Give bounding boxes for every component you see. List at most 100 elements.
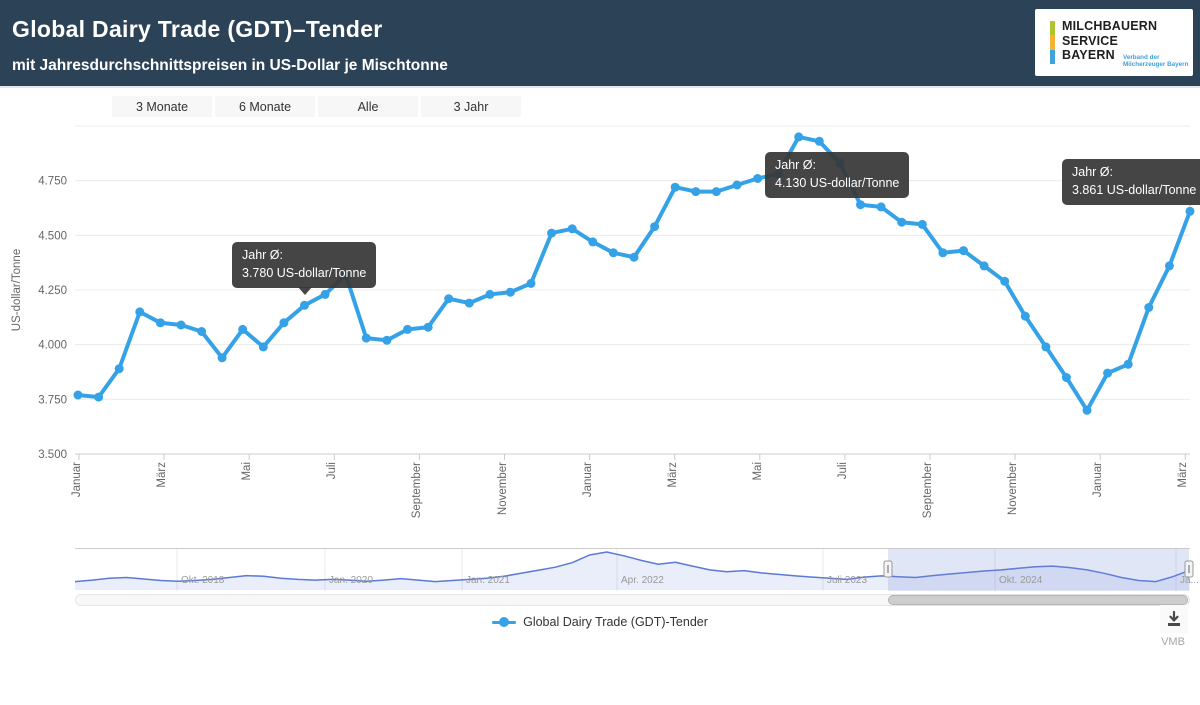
data-point-marker: [1185, 206, 1195, 216]
data-point-marker: [73, 390, 83, 400]
logo-color-bar-icon: [1050, 21, 1055, 64]
data-point-marker: [114, 364, 124, 374]
data-point-marker: [1144, 303, 1154, 312]
navigator-scrollbar-thumb[interactable]: [888, 595, 1188, 605]
year-average-tooltip-2024: Jahr Ø: 4.130 US-dollar/Tonne: [765, 152, 910, 198]
legend-series-label: Global Dairy Trade (GDT)-Tender: [523, 615, 708, 629]
page-header: Global Dairy Trade (GDT)–Tender mit Jahr…: [0, 0, 1200, 88]
year-average-tooltip-2025: Jahr Ø: 3.861 US-dollar/Tonne: [1062, 159, 1200, 205]
x-axis-label: März: [1177, 462, 1190, 488]
y-axis-label: 3.500: [38, 449, 67, 461]
x-axis-label: Januar: [581, 462, 594, 498]
logo-line-1: MILCHBAUERN: [1062, 19, 1158, 33]
navigator-selected-range[interactable]: [888, 548, 1189, 591]
logo-line-2: SERVICE: [1062, 33, 1119, 48]
y-axis-label: 4.500: [38, 230, 67, 242]
navigator-scrollbar-track[interactable]: [75, 594, 1190, 606]
legend[interactable]: Global Dairy Trade (GDT)-Tender: [0, 615, 1200, 629]
navigator-axis-label: Okt. 2018: [181, 575, 225, 586]
data-point-marker: [629, 252, 639, 262]
range-button-6-monate[interactable]: 6 Monate: [215, 96, 315, 117]
data-point-marker: [876, 202, 886, 212]
milchbauern-service-bayern-logo: MILCHBAUERN SERVICE BAYERN Verband der M…: [1035, 9, 1193, 76]
navigator-mini-chart[interactable]: [0, 548, 1200, 592]
x-axis-label: September: [922, 462, 934, 519]
data-point-marker: [279, 318, 289, 328]
data-point-marker: [1123, 359, 1133, 369]
data-point-marker: [753, 174, 763, 183]
navigator-axis-label: Apr. 2022: [621, 575, 664, 586]
range-button-3-jahr[interactable]: 3 Jahr: [421, 96, 521, 117]
data-point-marker: [135, 307, 145, 317]
gridlines: [75, 125, 1190, 455]
y-axis-label: 4.000: [38, 340, 67, 352]
x-axis-label: Mai: [241, 462, 254, 481]
x-axis-label: März: [156, 462, 169, 488]
data-point-marker: [505, 287, 515, 297]
data-point-marker: [238, 324, 248, 334]
price-line-chart[interactable]: 3.500 3.750 4.000 4.250 4.500 4.750: [0, 88, 1200, 705]
data-point-marker: [1020, 311, 1030, 321]
x-axis-label: September: [411, 462, 424, 519]
data-point-marker: [588, 237, 598, 247]
page-subtitle: mit Jahresdurchschnittspreisen in US-Dol…: [12, 57, 448, 74]
download-button[interactable]: [1160, 605, 1188, 633]
data-point-marker: [94, 392, 104, 402]
data-point-marker: [814, 136, 824, 146]
vmb-label: VMB: [1161, 636, 1185, 648]
data-point-marker: [485, 289, 495, 299]
navigator-right-handle[interactable]: [1184, 560, 1194, 578]
y-axis-label: 3.750: [38, 394, 67, 406]
data-point-marker: [650, 222, 660, 232]
data-point-marker: [547, 228, 557, 238]
data-point-marker: [856, 200, 865, 210]
navigator-axis-label: Juli 2023: [827, 575, 868, 586]
data-point-marker: [732, 180, 742, 190]
data-point-marker: [1000, 276, 1010, 286]
data-point-marker: [423, 322, 433, 332]
data-point-marker: [567, 224, 577, 234]
x-axis-label: November: [1007, 462, 1020, 516]
logo-tagline: Verband der Milcherzeuger Bayern: [1123, 54, 1189, 68]
x-axis-label: Januar: [71, 462, 83, 498]
data-point-marker: [979, 261, 989, 271]
y-axis-label: 4.750: [38, 176, 67, 188]
data-point-marker: [320, 289, 330, 299]
x-axis-label: Juli: [836, 462, 849, 480]
x-axis-label: März: [666, 462, 679, 488]
data-point-marker: [1082, 405, 1092, 415]
navigator-axis-label: Ja...: [1180, 575, 1199, 586]
range-button-3-monate[interactable]: 3 Monate: [112, 96, 212, 117]
data-point-marker: [938, 248, 948, 258]
data-point-marker: [1103, 368, 1113, 378]
y-axis-label: 4.250: [38, 285, 67, 297]
data-point-marker: [897, 217, 907, 227]
legend-series-marker-icon: [492, 617, 517, 627]
data-point-marker: [794, 132, 804, 142]
x-axis: [75, 453, 1190, 460]
y-axis-labels: 3.500 3.750 4.000 4.250 4.500 4.750: [38, 176, 67, 461]
data-point-marker: [1164, 261, 1174, 271]
gdt-price-chart[interactable]: 3.500 3.750 4.000 4.250 4.500 4.750 US-dollar…: [0, 88, 1200, 705]
data-point-marker: [403, 324, 412, 334]
data-point-marker: [176, 320, 186, 330]
y-axis-title: US-dollar/Tonne: [11, 248, 23, 332]
download-icon: [1168, 610, 1180, 626]
navigator-line: [74, 551, 1191, 583]
page-title: Global Dairy Trade (GDT)–Tender: [12, 16, 383, 42]
data-point-marker: [155, 318, 165, 328]
data-point-marker: [917, 219, 927, 229]
navigator-axis-label: Jan. 2021: [466, 575, 510, 586]
logo-line-3: BAYERN: [1062, 48, 1115, 62]
data-point-marker: [711, 187, 721, 197]
navigator-left-handle[interactable]: [883, 560, 893, 578]
range-button-alle[interactable]: Alle: [318, 96, 418, 117]
data-point-marker: [217, 353, 227, 363]
series-gdt-tender[interactable]: [73, 132, 1195, 415]
data-point-marker: [361, 333, 371, 343]
data-point-marker: [526, 278, 536, 288]
x-axis-label: Januar: [1092, 462, 1105, 498]
data-point-marker: [197, 327, 207, 336]
data-point-marker: [444, 294, 454, 304]
data-point-marker: [691, 187, 701, 197]
